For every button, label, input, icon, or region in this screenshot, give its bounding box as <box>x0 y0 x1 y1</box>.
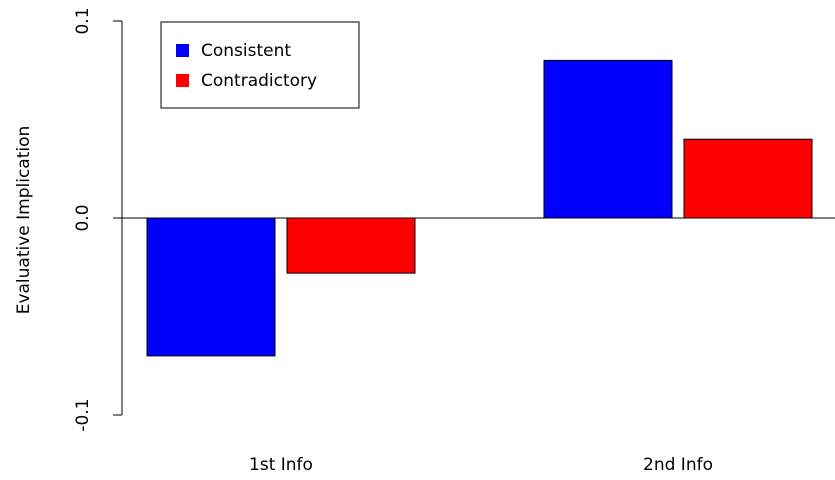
legend-swatch-contradictory <box>176 74 189 87</box>
x-category-label: 1st Info <box>249 455 313 475</box>
y-tick-label: 0.0 <box>73 204 93 231</box>
y-axis: -0.1 0.0 0.1 <box>73 7 123 432</box>
bar-consistent-2 <box>543 59 673 219</box>
legend-box <box>160 21 360 109</box>
bar-consistent-1 <box>146 217 276 357</box>
bar-contradictory-1 <box>286 217 416 274</box>
y-tick-label: 0.1 <box>73 7 93 34</box>
y-tick-label: -0.1 <box>73 398 93 431</box>
y-axis-title: Evaluative Implication <box>14 126 34 315</box>
legend: Consistent Contradictory <box>160 21 360 109</box>
x-category-label: 2nd Info <box>643 455 713 475</box>
bars <box>146 59 813 357</box>
x-axis-labels: 1st Info 2nd Info <box>249 455 713 475</box>
legend-label-consistent: Consistent <box>201 41 291 61</box>
legend-swatch-consistent <box>176 44 189 57</box>
bar-contradictory-2 <box>683 138 813 219</box>
legend-label-contradictory: Contradictory <box>201 71 317 91</box>
